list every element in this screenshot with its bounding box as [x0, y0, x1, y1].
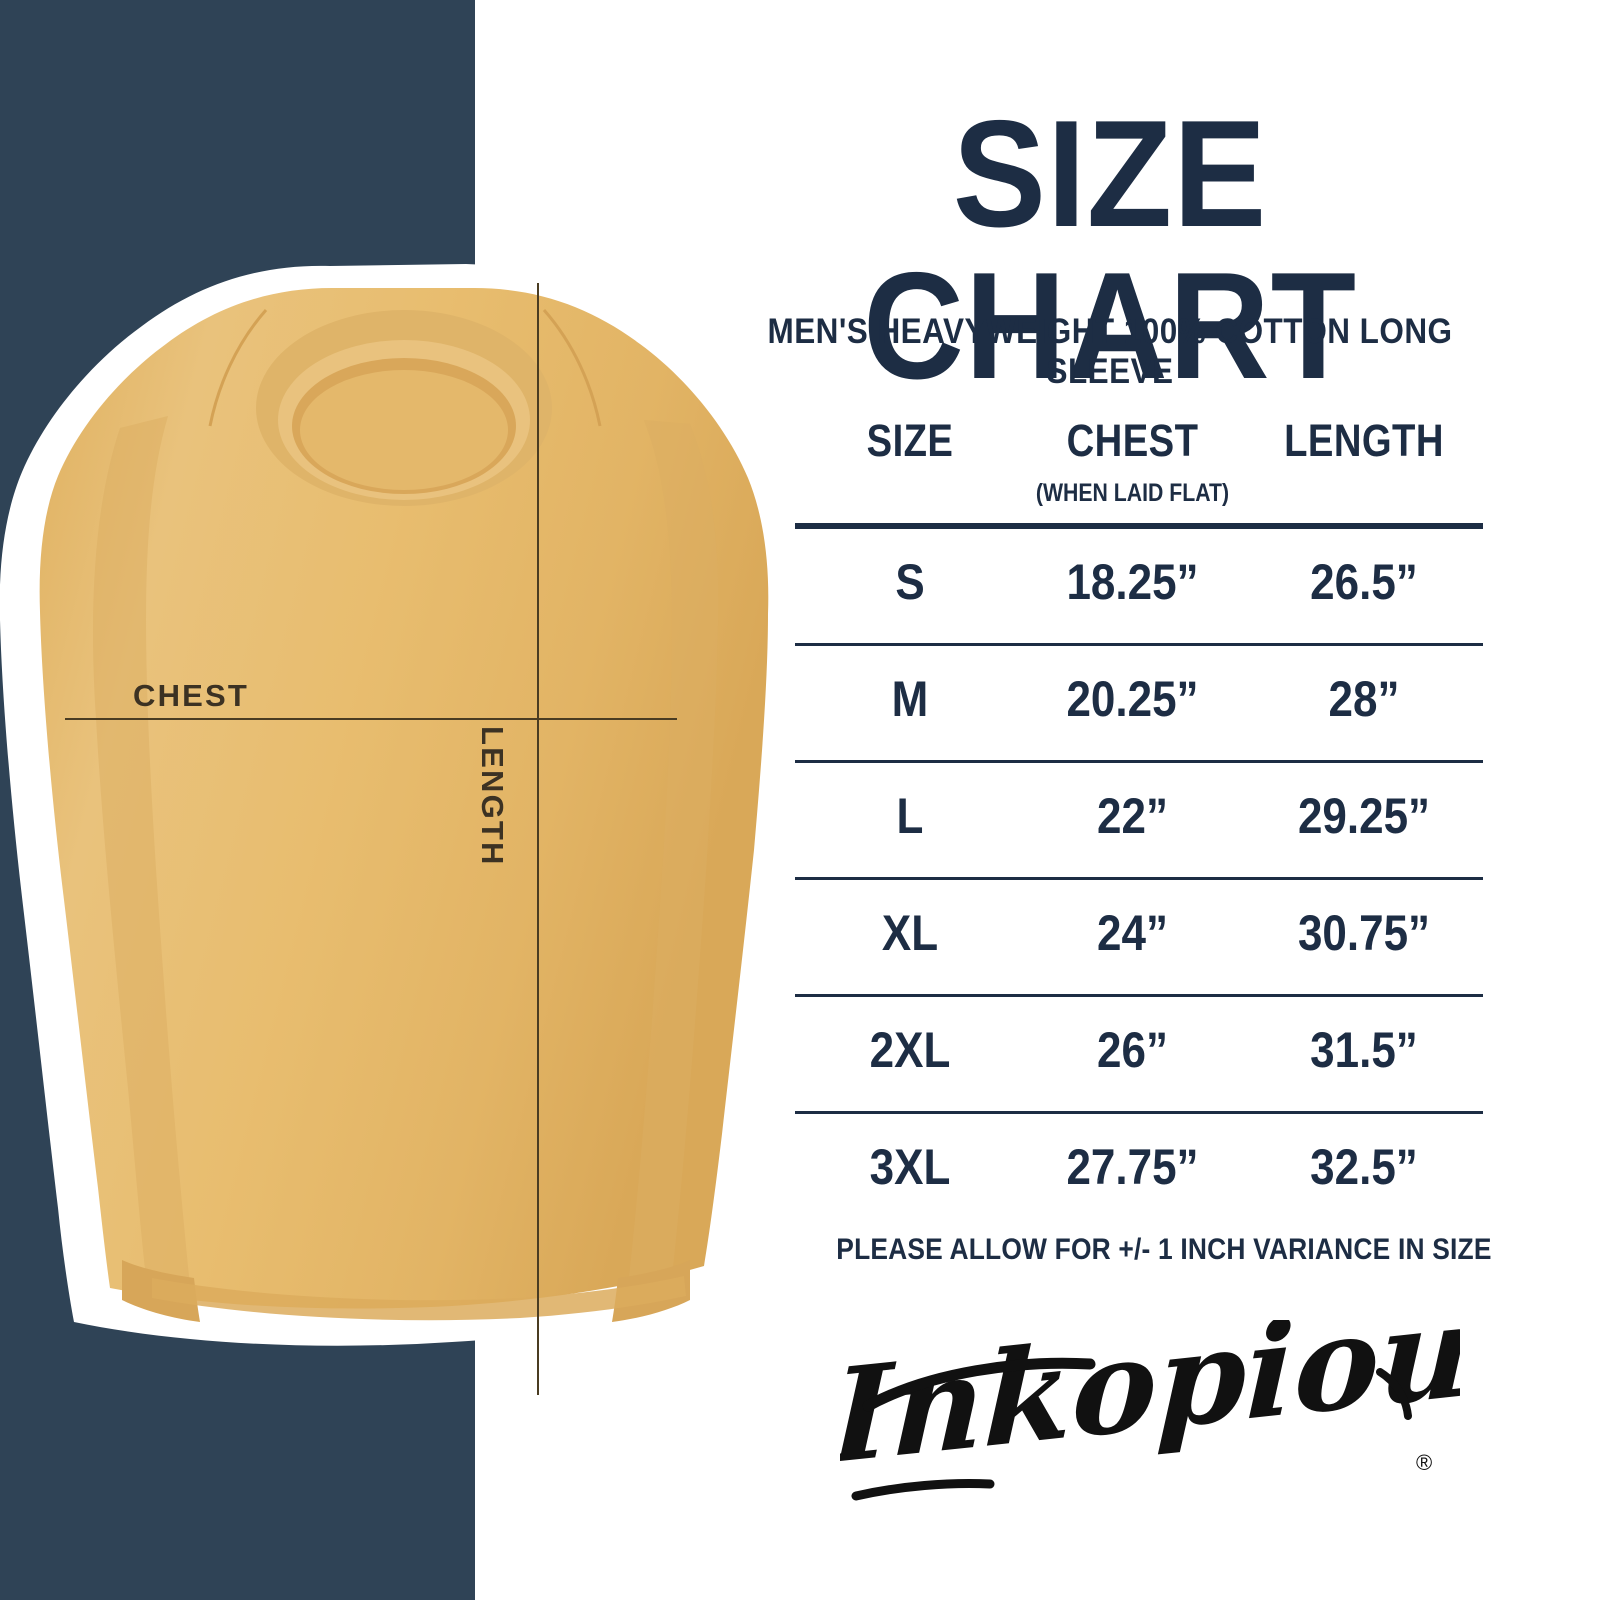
column-header-size: SIZE	[866, 415, 954, 466]
logo-brush-stroke-top	[862, 1357, 1096, 1412]
cell-chest: 18.25”	[1066, 554, 1199, 610]
row-divider	[795, 877, 1483, 880]
logo-brush-flick	[1376, 1368, 1412, 1420]
brand-wordmark: Inkopious	[840, 1320, 1460, 1494]
cell-size: XL	[881, 905, 939, 961]
table-row: S 18.25” 26.5”	[795, 529, 1483, 643]
cell-size: L	[896, 788, 924, 844]
shirt-illustration	[0, 248, 860, 1358]
right-shoulder-seam	[542, 309, 602, 427]
variance-note: PLEASE ALLOW FOR +/- 1 INCH VARIANCE IN …	[836, 1233, 1492, 1266]
table-row: 3XL 27.75” 32.5”	[795, 1114, 1483, 1228]
row-divider	[795, 760, 1483, 763]
cell-length: 29.25”	[1297, 788, 1431, 844]
cell-size: S	[895, 554, 925, 610]
cell-size: M	[891, 671, 929, 727]
cell-length: 31.5”	[1310, 1022, 1418, 1078]
column-subheader-chest: (WHEN LAID FLAT)	[1035, 479, 1230, 507]
cell-length: 26.5”	[1310, 554, 1418, 610]
page-title: SIZE CHART	[863, 89, 1357, 411]
logo-brush-stroke-bottom	[851, 1479, 995, 1501]
row-divider	[795, 643, 1483, 646]
page-subtitle: MEN'S HEAVYWEIGHT 100% COTTON LONG SLEEV…	[767, 312, 1453, 391]
cell-chest: 22”	[1097, 788, 1168, 844]
length-measurement-line	[537, 283, 539, 1395]
table-row: M 20.25” 28”	[795, 646, 1483, 760]
left-shoulder-seam	[208, 309, 268, 427]
right-sleeve-shade	[628, 420, 719, 1286]
brand-logo-svg: Inkopious ®	[840, 1320, 1460, 1501]
shirt-hem	[152, 1276, 686, 1321]
header-divider	[795, 523, 1483, 529]
collar-shadow	[300, 370, 508, 490]
row-divider	[795, 994, 1483, 997]
table-row: 2XL 26” 31.5”	[795, 997, 1483, 1111]
table-header-row: SIZE CHEST (WHEN LAID FLAT) LENGTH	[795, 415, 1483, 523]
cell-chest: 26”	[1097, 1022, 1168, 1078]
column-header-length: LENGTH	[1284, 415, 1444, 466]
cell-length: 30.75”	[1297, 905, 1431, 961]
cell-chest: 24”	[1097, 905, 1168, 961]
info-column: SIZE CHART MEN'S HEAVYWEIGHT 100% COTTON…	[700, 0, 1600, 1600]
table-row: XL 24” 30.75”	[795, 880, 1483, 994]
cell-length: 32.5”	[1310, 1139, 1418, 1195]
column-header-chest: CHEST	[1066, 415, 1199, 466]
table-row: L 22” 29.25”	[795, 763, 1483, 877]
cell-size: 2XL	[869, 1022, 951, 1078]
row-divider	[795, 1111, 1483, 1114]
size-table: SIZE CHEST (WHEN LAID FLAT) LENGTH S 18.…	[795, 415, 1483, 1228]
shirt-body	[39, 288, 769, 1309]
cell-chest: 20.25”	[1066, 671, 1199, 727]
cell-length: 28”	[1328, 671, 1400, 727]
registered-trademark-symbol: ®	[1416, 1450, 1432, 1475]
shirt-svg	[0, 264, 807, 1346]
brand-logo: Inkopious ®	[840, 1320, 1460, 1520]
chest-measurement-label: CHEST	[133, 678, 250, 713]
cell-chest: 27.75”	[1066, 1139, 1199, 1195]
cell-size: 3XL	[869, 1139, 951, 1195]
left-sleeve-shade	[93, 416, 190, 1286]
chest-measurement-line	[65, 718, 677, 720]
length-measurement-label: LENGTH	[475, 726, 510, 867]
